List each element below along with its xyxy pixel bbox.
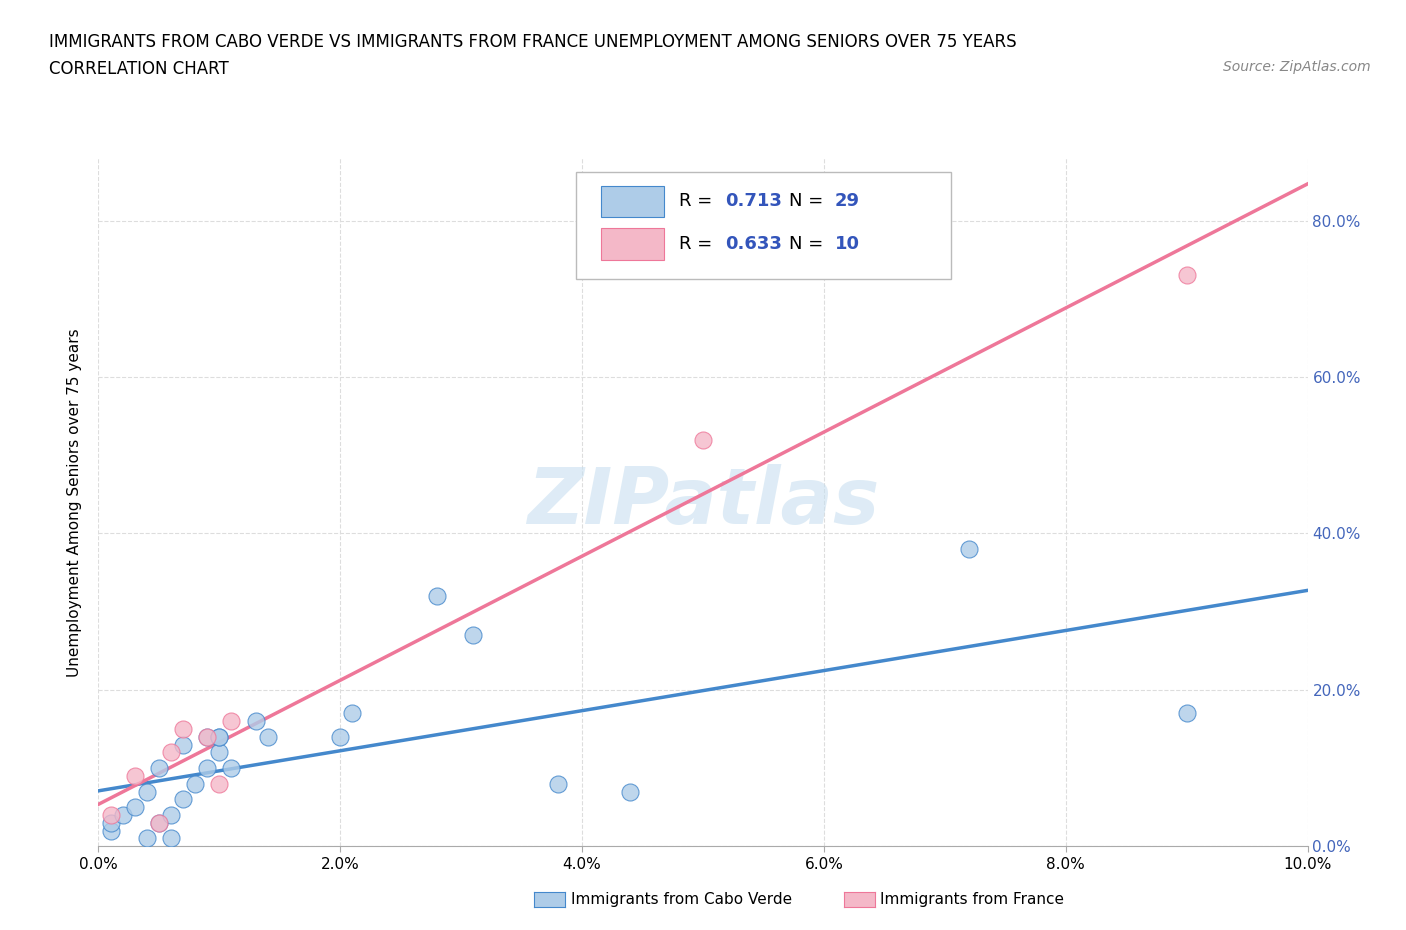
Point <box>124 800 146 815</box>
Point <box>221 713 243 728</box>
Point <box>208 729 231 744</box>
Point <box>426 589 449 604</box>
Text: N =: N = <box>789 193 830 210</box>
Text: 0.713: 0.713 <box>724 193 782 210</box>
Text: N =: N = <box>789 235 830 253</box>
Point <box>100 823 122 838</box>
Text: 0.633: 0.633 <box>724 235 782 253</box>
Point <box>195 729 218 744</box>
Text: ZIPatlas: ZIPatlas <box>527 464 879 540</box>
Point <box>111 807 134 822</box>
Y-axis label: Unemployment Among Seniors over 75 years: Unemployment Among Seniors over 75 years <box>67 328 83 676</box>
FancyBboxPatch shape <box>602 228 664 260</box>
Point <box>1175 706 1198 721</box>
Text: IMMIGRANTS FROM CABO VERDE VS IMMIGRANTS FROM FRANCE UNEMPLOYMENT AMONG SENIORS : IMMIGRANTS FROM CABO VERDE VS IMMIGRANTS… <box>49 33 1017 50</box>
Point <box>172 737 194 752</box>
Text: 10: 10 <box>835 235 860 253</box>
Point <box>135 831 157 846</box>
Point <box>245 713 267 728</box>
Point <box>124 768 146 783</box>
Text: R =: R = <box>679 235 718 253</box>
Point <box>195 729 218 744</box>
Point <box>160 831 183 846</box>
Point <box>195 761 218 776</box>
Point <box>208 745 231 760</box>
Point <box>342 706 364 721</box>
Point <box>148 816 170 830</box>
Point <box>172 792 194 807</box>
Point <box>100 816 122 830</box>
Point <box>329 729 352 744</box>
Point <box>160 807 183 822</box>
Point <box>957 541 980 556</box>
FancyBboxPatch shape <box>576 172 950 279</box>
Text: 29: 29 <box>835 193 860 210</box>
Point <box>184 777 207 791</box>
FancyBboxPatch shape <box>602 186 664 218</box>
Point <box>148 761 170 776</box>
Point <box>221 761 243 776</box>
Point <box>208 777 231 791</box>
Point <box>100 807 122 822</box>
Point <box>148 816 170 830</box>
Point <box>135 784 157 799</box>
Point <box>1175 268 1198 283</box>
Point <box>463 628 485 643</box>
Text: Immigrants from France: Immigrants from France <box>880 892 1064 907</box>
Point <box>160 745 183 760</box>
Text: CORRELATION CHART: CORRELATION CHART <box>49 60 229 78</box>
Text: Immigrants from Cabo Verde: Immigrants from Cabo Verde <box>571 892 792 907</box>
Point <box>172 722 194 737</box>
Point <box>692 432 714 447</box>
Point <box>208 729 231 744</box>
Point <box>256 729 278 744</box>
Point <box>619 784 641 799</box>
Point <box>547 777 569 791</box>
Text: R =: R = <box>679 193 718 210</box>
Text: Source: ZipAtlas.com: Source: ZipAtlas.com <box>1223 60 1371 74</box>
